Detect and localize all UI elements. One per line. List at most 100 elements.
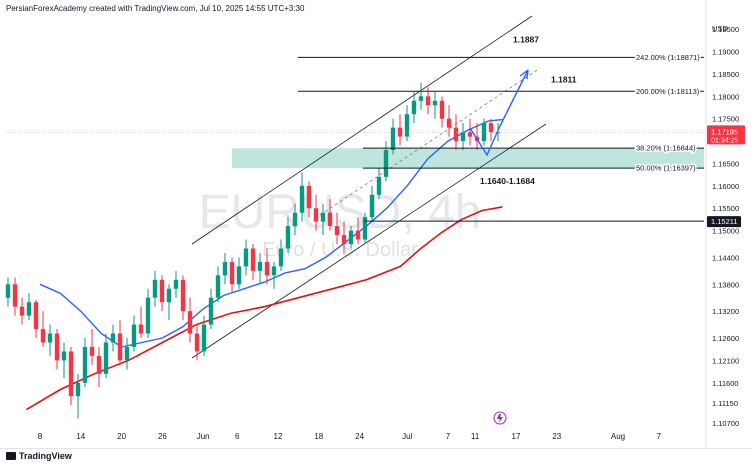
projection-arrow [469, 69, 529, 157]
candle [180, 275, 186, 321]
candle-body [124, 346, 130, 361]
price-tick: 1.17500 [712, 115, 739, 124]
countdown-value: 01:34:25 [711, 137, 738, 144]
fib-label: 242.00% (1.18871) [636, 53, 700, 62]
candle-body [236, 266, 242, 285]
candle [250, 244, 256, 280]
candle [446, 105, 452, 137]
candle [12, 277, 18, 316]
target-1887-label: 1.1887 [513, 34, 539, 44]
marked-price-tag [707, 216, 741, 228]
candle-body [376, 176, 382, 195]
candle-body [334, 226, 340, 236]
fibonacci-levels: 242.00% (1.18871) 200.00% (1.18113) 38.20%… [298, 51, 704, 222]
candle-body [285, 226, 291, 249]
candle [306, 181, 312, 218]
candle-body [425, 96, 431, 106]
target-1811-label: 1.1811 [551, 74, 577, 84]
candle [292, 203, 298, 236]
candle [47, 324, 53, 356]
candle [61, 342, 67, 379]
candle [334, 212, 340, 245]
candle [243, 239, 249, 276]
ma-slow-line [25, 206, 503, 411]
time-tick: 18 [314, 432, 323, 441]
time-tick: 17 [512, 432, 521, 441]
replay-icon [493, 411, 507, 425]
candle [152, 270, 158, 307]
candle [215, 266, 221, 303]
candle-body [432, 100, 438, 106]
candle [376, 167, 382, 200]
watermark-name: Euro / U.S. Dollar [262, 239, 418, 261]
candle-body [278, 248, 284, 267]
candle [222, 252, 228, 285]
candle [159, 275, 165, 312]
candle-body [75, 382, 81, 397]
candle [264, 248, 270, 285]
candle-body [194, 333, 200, 352]
candle-body [5, 284, 11, 298]
price-tick: 1.16000 [712, 182, 739, 191]
candle-body [54, 333, 60, 361]
fib-label: 200.00% (1.18113) [636, 87, 700, 96]
candle [355, 217, 361, 245]
watermark-symbol: EURUSD, 4h [199, 186, 482, 239]
candle-body [348, 230, 354, 245]
candle [327, 199, 333, 231]
candle [40, 311, 46, 347]
candle-body [166, 288, 172, 303]
price-tick: 1.16500 [712, 159, 739, 168]
candle-body [110, 333, 116, 343]
candle-body [306, 185, 312, 209]
candle [26, 293, 32, 321]
support-zone-label: 1.1640-1.1684 [480, 176, 535, 186]
candle-body [68, 351, 74, 397]
support-zone-rect [232, 148, 704, 168]
fib-label: 50.00% (1.16397) [636, 164, 696, 173]
candle-body [390, 127, 396, 151]
time-tick: 12 [274, 432, 283, 441]
candle-body [369, 194, 375, 218]
candle [173, 270, 179, 298]
price-tick: 1.10700 [712, 419, 739, 428]
candle-body [208, 297, 214, 325]
candle-body [411, 100, 417, 115]
price-tick: 1.15000 [712, 227, 739, 236]
candle-body [299, 185, 305, 213]
candle [236, 257, 242, 289]
candle [432, 91, 438, 119]
candle-body [383, 150, 389, 177]
candle [418, 82, 424, 110]
candle-body [467, 132, 473, 137]
candle [285, 217, 291, 253]
candle [229, 257, 235, 294]
candle-body [257, 261, 263, 271]
current-price-tag [707, 125, 745, 145]
chart-header: PersianForexAcademy created with Trading… [6, 4, 305, 13]
candle-body [446, 118, 452, 128]
current-price-value: 1.17195 [711, 127, 738, 136]
candle [124, 338, 130, 370]
candle [404, 105, 410, 142]
candle [33, 299, 39, 339]
candle-body [33, 302, 39, 330]
candle-body [418, 96, 424, 101]
candle-body [96, 355, 102, 374]
candle-body [229, 261, 235, 285]
candle [75, 373, 81, 419]
price-tick: 1.12100 [712, 356, 739, 365]
candle [271, 261, 277, 289]
time-tick: Jul [402, 432, 412, 441]
price-tick: 1.18000 [712, 92, 739, 101]
candle [103, 333, 109, 379]
candles [5, 82, 501, 419]
candle [383, 141, 389, 182]
candle-body [187, 311, 193, 334]
candle [131, 315, 137, 352]
time-axis[interactable]: 8 14 20 26 Jun 6 12 18 24 Jul 7 11 17 23 Aug 7 [38, 432, 662, 441]
candle-body [12, 284, 18, 307]
candle-body [215, 275, 221, 298]
